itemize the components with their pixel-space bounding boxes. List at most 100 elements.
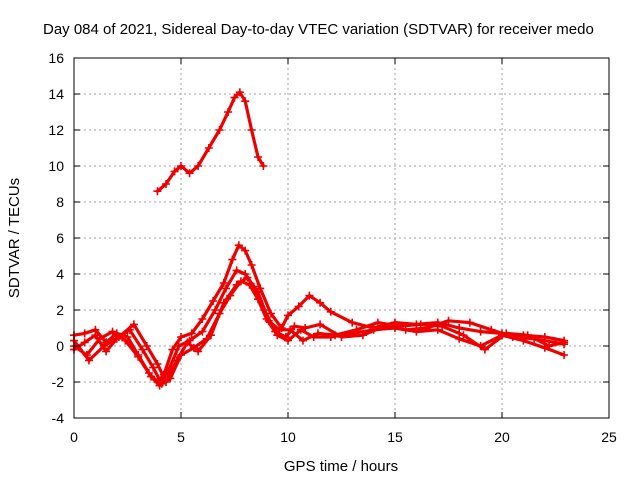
- data-point: [254, 288, 263, 296]
- y-tick-label: 0: [56, 338, 64, 354]
- data-point: [284, 311, 292, 320]
- ticks: 0 5 10 15 20 25 -4 -2 0 2 4 6 8 10 12 14 16: [48, 50, 617, 445]
- data-point: [91, 331, 100, 340]
- y-tick-label: 8: [56, 194, 64, 210]
- data-point: [286, 325, 295, 334]
- x-tick-label: 20: [494, 429, 510, 445]
- data-point: [232, 280, 241, 289]
- data-point: [114, 333, 123, 341]
- data-point: [519, 336, 528, 345]
- data-point: [183, 338, 192, 347]
- data-point: [232, 266, 241, 275]
- data-point: [459, 331, 468, 340]
- data-point: [290, 322, 299, 331]
- data-point: [294, 302, 303, 311]
- data-point: [316, 320, 325, 329]
- data-point: [149, 363, 158, 372]
- x-tick-label: 25: [601, 429, 617, 445]
- y-tick-label: 10: [48, 158, 64, 174]
- data-point: [221, 284, 230, 293]
- data-point: [487, 325, 496, 334]
- data-point: [224, 108, 233, 116]
- y-tick-label: 14: [48, 86, 64, 102]
- data-point: [465, 318, 474, 327]
- data-point: [298, 336, 307, 345]
- x-tick-label: 5: [177, 429, 185, 445]
- data-point: [348, 318, 357, 327]
- data-point: [211, 306, 220, 314]
- data-point: [219, 298, 228, 307]
- data-point: [206, 331, 215, 340]
- data-point: [204, 144, 213, 152]
- data-point: [305, 291, 314, 300]
- data-point: [412, 327, 421, 336]
- y-tick-label: -2: [52, 374, 65, 390]
- data-point: [243, 273, 252, 282]
- data-point: [138, 345, 147, 354]
- data-point: [444, 316, 453, 325]
- data-point: [560, 338, 569, 347]
- data-point: [259, 162, 268, 170]
- data-point: [84, 356, 93, 365]
- data-point: [480, 345, 489, 354]
- data-point: [80, 338, 89, 347]
- data-point: [228, 255, 237, 264]
- data-point: [275, 325, 284, 334]
- data-point: [235, 88, 244, 97]
- y-tick-label: 6: [56, 230, 64, 246]
- data-point: [247, 126, 256, 134]
- data-point: [172, 356, 181, 365]
- data-point: [455, 334, 464, 343]
- data-point: [395, 322, 404, 331]
- data-point: [326, 307, 335, 316]
- x-tick-label: 0: [70, 429, 78, 445]
- series-arc-high: [153, 88, 268, 196]
- series-arc-d: [70, 273, 569, 386]
- data-point: [134, 352, 143, 361]
- y-tick-label: 4: [56, 266, 64, 282]
- data-point: [129, 320, 138, 329]
- y-tick-label: -4: [52, 410, 65, 426]
- data-point: [153, 187, 162, 196]
- x-axis-label: GPS time / hours: [284, 458, 398, 475]
- data-point: [254, 153, 263, 161]
- data-point: [296, 325, 305, 334]
- data-point: [313, 329, 322, 338]
- data-point: [247, 261, 256, 269]
- data-point: [177, 333, 185, 341]
- data-point: [502, 329, 511, 338]
- data-point: [99, 342, 108, 350]
- data-point: [241, 97, 250, 106]
- data-point: [545, 342, 554, 350]
- data-point: [209, 297, 218, 305]
- data-point: [162, 378, 171, 386]
- data-point: [273, 331, 282, 340]
- data-point: [284, 336, 292, 345]
- data-point: [187, 329, 196, 338]
- data-point: [230, 93, 239, 102]
- x-tick-label: 15: [387, 429, 403, 445]
- data-point: [416, 320, 425, 329]
- data-point: [234, 241, 243, 250]
- data-point: [194, 347, 203, 356]
- data-point: [147, 372, 156, 381]
- data-point: [215, 126, 224, 134]
- data-point: [369, 325, 378, 334]
- data-point: [264, 316, 273, 325]
- chart-title: Day 084 of 2021, Sidereal Day-to-day VTE…: [43, 21, 594, 38]
- data-point: [352, 325, 361, 334]
- data-point: [108, 327, 117, 336]
- y-tick-label: 12: [48, 122, 64, 138]
- data-point: [198, 327, 207, 336]
- data-point: [219, 279, 228, 287]
- data-point: [476, 327, 485, 336]
- data-point: [560, 351, 569, 359]
- series-arc-b: [70, 266, 569, 390]
- data-point: [102, 347, 111, 356]
- data-point: [194, 162, 203, 170]
- series-layer: [70, 88, 569, 390]
- data-point: [142, 342, 151, 350]
- grid: [74, 58, 609, 418]
- data-point: [174, 342, 183, 350]
